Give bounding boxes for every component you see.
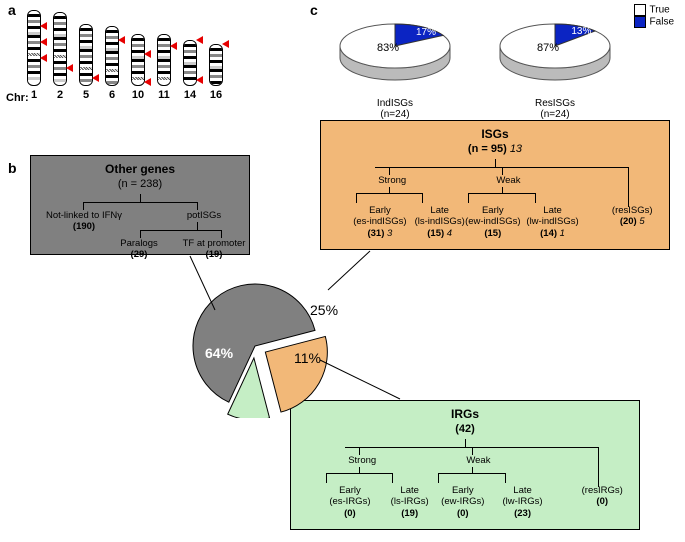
chromosome-label: 5 [83, 89, 89, 101]
isg-n-italic: 13 [510, 143, 522, 155]
tree-leaf: Late(lw-IRGs)(23) [492, 485, 554, 519]
legend-true-swatch [634, 4, 646, 16]
panel-b-label: b [8, 160, 17, 176]
chromosome-label: 11 [158, 89, 170, 101]
chromosome-label: 1 [31, 89, 37, 101]
chromosome: 1 [28, 10, 40, 101]
chromosome: 6 [106, 26, 118, 101]
pct-irgs: 11% [294, 350, 321, 366]
svg-text:87%: 87% [537, 42, 559, 54]
paralogs-label: Paralogs [109, 238, 169, 249]
marker-icon [92, 74, 99, 82]
not-linked-n: (190) [73, 221, 95, 232]
marker-icon [170, 42, 177, 50]
marker-icon [66, 64, 73, 72]
marker-icon [222, 40, 229, 48]
marker-icon [144, 78, 151, 86]
legend: True False [634, 4, 674, 28]
legend-false-swatch [634, 16, 646, 28]
other-genes-box: Other genes (n = 238) Not-linked to IFNγ… [30, 155, 250, 255]
tree-leaf: (resIRGs)(0) [571, 485, 633, 508]
panel-c-label: c [310, 2, 318, 18]
chromosome-label: 6 [109, 89, 115, 101]
isg-n: (n = 95) 13 [329, 143, 661, 155]
chromosome-label: 2 [57, 89, 63, 101]
chromosome: 11 [158, 34, 170, 101]
panel-a-label: a [8, 2, 16, 18]
svg-text:13%: 13% [571, 26, 591, 37]
marker-icon [196, 36, 203, 44]
mini-pie: 83%17%IndISGs(n=24) [330, 18, 460, 120]
irgs-box: IRGs (42) StrongWeakEarly(es-IRGs)(0)Lat… [290, 400, 640, 530]
tree-leaf: (resISGs)(20) 5 [601, 205, 663, 228]
isg-title: ISGs [329, 127, 661, 141]
chr-axis-label: Chr: [6, 92, 29, 104]
other-title: Other genes [39, 162, 241, 176]
marker-icon [40, 38, 47, 46]
pct-isgs: 25% [310, 302, 338, 318]
marker-icon [40, 22, 47, 30]
marker-icon [118, 36, 125, 44]
chromosome: 14 [184, 40, 196, 101]
isg-n-main: (n = 95) [468, 143, 507, 155]
potisgs-label: potISGs [169, 210, 239, 221]
tf-n: (19) [206, 249, 223, 260]
tree-leaf: Early(es-IRGs)(0) [319, 485, 381, 519]
tree-leaf: Early(ew-IRGs)(0) [432, 485, 494, 519]
chromosome: 16 [210, 44, 222, 101]
mini-pie: 87%13%ResISGs(n=24) [490, 18, 620, 120]
isgs-box: ISGs (n = 95) 13 StrongWeakEarly(es-indI… [320, 120, 670, 250]
marker-icon [40, 54, 47, 62]
svg-text:17%: 17% [416, 27, 436, 38]
chromosome-label: 10 [132, 89, 144, 101]
svg-text:83%: 83% [377, 42, 399, 54]
not-linked-label: Not-linked to IFNγ [39, 210, 129, 221]
chromosome-ideograms: 1 2 5 6 10 11 14 16 [28, 10, 222, 101]
marker-icon [196, 76, 203, 84]
paralogs-n: (29) [131, 249, 148, 260]
chromosome: 5 [80, 24, 92, 101]
chromosome: 2 [54, 12, 66, 101]
tree-leaf: Late(lw-indISGs)(14) 1 [522, 205, 584, 239]
chromosome: 10 [132, 34, 144, 101]
pct-other: 64% [205, 345, 233, 361]
panel-c: True False 83%17%IndISGs(n=24)87%13%ResI… [320, 4, 680, 104]
tf-label: TF at promoter [179, 238, 249, 249]
chromosome-label: 16 [210, 89, 222, 101]
main-pie [155, 268, 375, 418]
other-n: (n = 238) [39, 178, 241, 190]
tree-leaf: Early(ew-indISGs)(15) [462, 205, 524, 239]
marker-icon [144, 50, 151, 58]
irg-n: (42) [299, 423, 631, 435]
legend-false-label: False [650, 17, 674, 28]
legend-true-label: True [650, 5, 670, 16]
chromosome-label: 14 [184, 89, 196, 101]
tree-leaf: Early(es-indISGs)(31) 3 [349, 205, 411, 239]
